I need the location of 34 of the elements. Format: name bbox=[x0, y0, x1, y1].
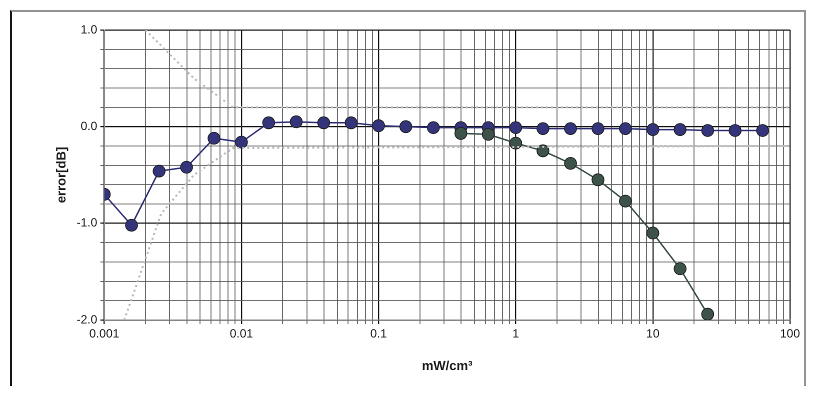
point bbox=[509, 121, 522, 134]
y-tick-label: 0.0 bbox=[80, 118, 98, 133]
point bbox=[290, 115, 303, 128]
y-axis-title: error[dB] bbox=[53, 146, 68, 204]
y-tick-label: 1.0 bbox=[80, 22, 98, 36]
point bbox=[344, 116, 358, 130]
point bbox=[372, 119, 385, 132]
point bbox=[262, 116, 276, 130]
x-axis-title: mW/cm³ bbox=[422, 358, 474, 373]
x-tick-label: 1 bbox=[512, 326, 520, 341]
point bbox=[619, 122, 632, 135]
x-tick-label: 100 bbox=[780, 326, 800, 341]
point bbox=[399, 120, 412, 134]
y-tick-label: -1.0 bbox=[76, 216, 98, 230]
point bbox=[592, 122, 604, 135]
point bbox=[152, 164, 166, 178]
y-tick-label: -2.0 bbox=[76, 312, 98, 326]
point bbox=[564, 122, 577, 135]
point bbox=[728, 124, 742, 137]
x-tick-label: 10 bbox=[646, 326, 660, 341]
x-tick-label: 0.001 bbox=[89, 326, 120, 341]
point bbox=[208, 132, 220, 145]
point bbox=[180, 160, 193, 174]
point bbox=[536, 122, 550, 135]
point bbox=[674, 123, 686, 136]
x-tick-label: 0.1 bbox=[370, 326, 388, 341]
point bbox=[646, 123, 660, 136]
point bbox=[701, 124, 714, 137]
point bbox=[235, 136, 248, 149]
point bbox=[426, 121, 440, 134]
point bbox=[317, 116, 330, 130]
x-tick-label: 0.01 bbox=[230, 326, 254, 341]
point bbox=[125, 218, 138, 232]
point bbox=[756, 124, 769, 137]
